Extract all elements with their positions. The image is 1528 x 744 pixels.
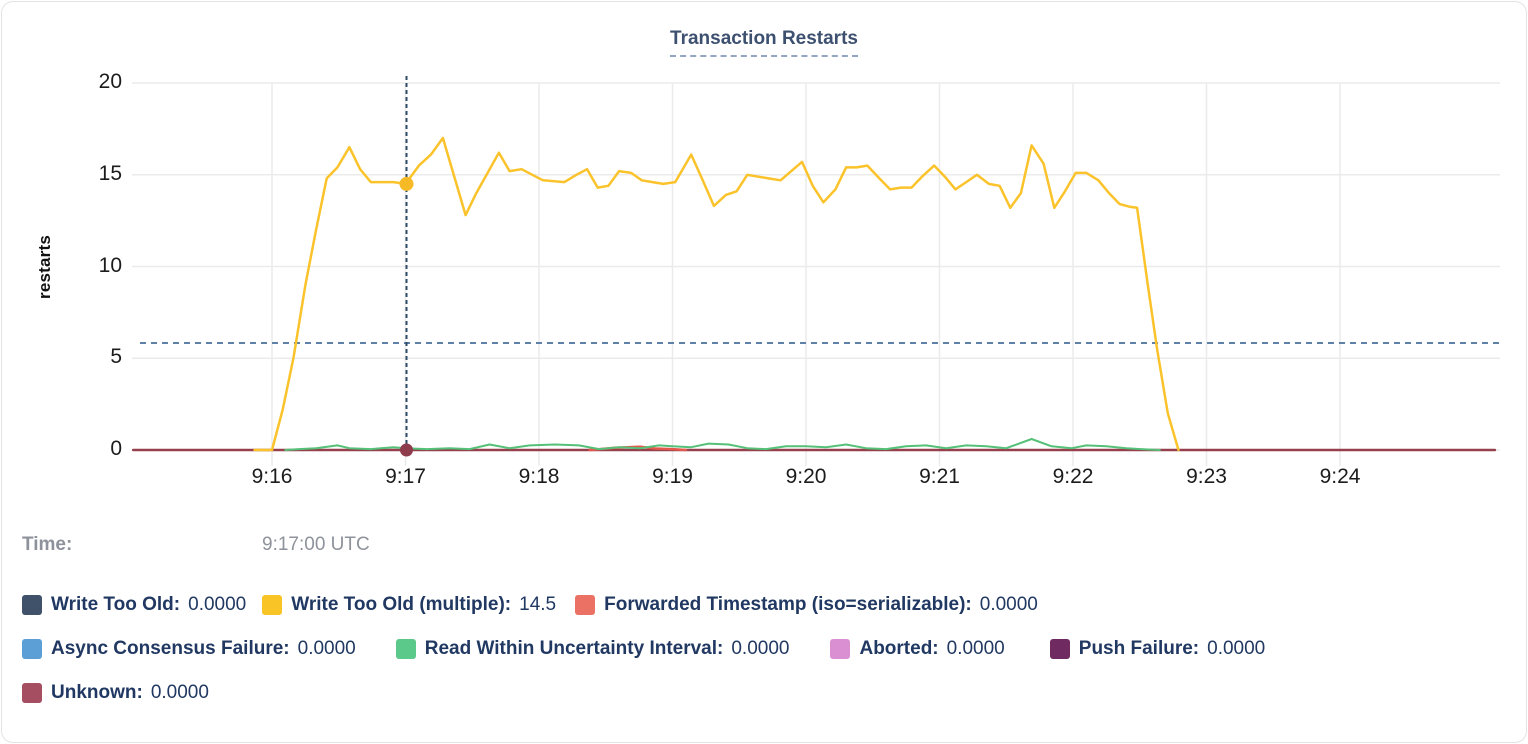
x-tick-label: 9:20	[785, 465, 827, 488]
legend-row: Write Too Old: 0.0000 Write Too Old (multi…	[22, 592, 1038, 618]
x-tick-label: 9:17	[385, 465, 426, 488]
x-tick-label: 9:16	[251, 465, 293, 488]
legend-item-unknown[interactable]: Unknown: 0.0000	[22, 682, 209, 704]
legend-value: 0.0000	[297, 638, 356, 659]
chart-title-wrap: Transaction Restarts	[0, 28, 1528, 57]
x-tick-label: 9:22	[1052, 465, 1094, 488]
hover-point-highlight	[399, 176, 414, 191]
legend-value: 0.0000	[946, 638, 1005, 659]
tooltip-time-value: 9:17:00 UTC	[262, 534, 370, 555]
legend-row: Async Consensus Failure: 0.0000 Read Withi…	[22, 636, 1265, 662]
legend-label: Push Failure:	[1078, 638, 1200, 659]
legend-value: 0.0000	[731, 638, 790, 659]
x-tick-label: 9:21	[919, 465, 960, 488]
legend-item-async-consensus-failure[interactable]: Async Consensus Failure: 0.0000	[22, 638, 356, 660]
legend-swatch-icon	[830, 639, 851, 659]
chart-canvas[interactable]	[0, 0, 1528, 520]
x-tick-label: 9:18	[518, 465, 560, 488]
x-tick-label: 9:23	[1186, 465, 1227, 488]
legend-swatch-icon	[1049, 639, 1070, 659]
legend-label: Async Consensus Failure:	[51, 638, 290, 659]
legend-label: Unknown:	[51, 682, 143, 703]
series-line-write-too-old-multiple-	[253, 136, 1180, 452]
series-line-read-within-uncertainty-interval	[284, 438, 1161, 451]
tooltip-time-row: Time: 9:17:00 UTC	[22, 534, 1502, 560]
legend-value: 14.5	[519, 594, 557, 615]
hover-point-zero	[400, 443, 413, 457]
legend-item-aborted[interactable]: Aborted: 0.0000	[830, 638, 1005, 660]
legend-item-push-failure[interactable]: Push Failure: 0.0000	[1049, 638, 1266, 660]
legend-value: 0.0000	[1207, 638, 1266, 659]
legend-swatch-icon	[575, 595, 596, 615]
legend-swatch-icon	[395, 639, 416, 659]
legend-label: Aborted:	[859, 638, 939, 659]
legend-label: Read Within Uncertainty Interval:	[424, 638, 724, 659]
tooltip-time-label: Time:	[22, 534, 73, 555]
y-tick-label: 10	[98, 253, 122, 277]
y-tick-label: 5	[110, 345, 122, 369]
legend-label: Write Too Old (multiple):	[291, 594, 512, 615]
legend-label: Write Too Old:	[51, 594, 181, 615]
legend-swatch-icon	[22, 683, 42, 703]
y-tick-label: 15	[98, 161, 122, 185]
legend-label: Forwarded Timestamp (iso=serializable):	[604, 594, 972, 615]
legend-item-write-too-old-multiple[interactable]: Write Too Old (multiple): 14.5	[262, 594, 556, 616]
y-tick-label: 20	[98, 70, 122, 93]
legend-swatch-icon	[22, 595, 42, 615]
legend-item-write-too-old[interactable]: Write Too Old: 0.0000	[22, 594, 246, 616]
legend-item-forwarded-timestamp-iso-serializable[interactable]: Forwarded Timestamp (iso=serializable): 0…	[575, 594, 1038, 616]
x-tick-label: 9:24	[1319, 465, 1361, 488]
x-tick-label: 9:19	[652, 465, 693, 488]
legend-item-read-within-uncertainty-interval[interactable]: Read Within Uncertainty Interval: 0.0000	[395, 638, 790, 660]
y-tick-label: 0	[110, 437, 122, 460]
legend-swatch-icon	[22, 639, 42, 659]
chart-title[interactable]: Transaction Restarts	[670, 28, 858, 57]
legend-value: 0.0000	[979, 594, 1038, 615]
legend-swatch-icon	[262, 595, 283, 615]
legend-row: Unknown: 0.0000	[22, 680, 209, 706]
legend-value: 0.0000	[150, 682, 209, 703]
legend-value: 0.0000	[188, 594, 247, 615]
